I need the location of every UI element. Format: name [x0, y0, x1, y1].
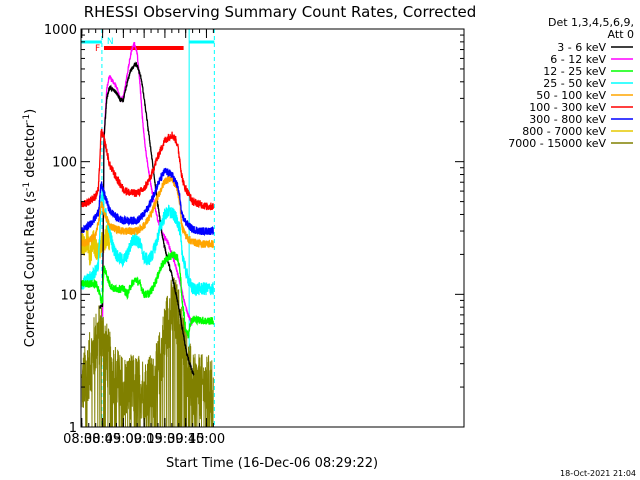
x-tick-label: 09:45: [167, 432, 204, 447]
y-tick-label: 1: [69, 421, 77, 436]
series-line-800-7000-kev: [81, 224, 111, 266]
series-lines: [81, 42, 214, 428]
series-line-12-25-kev: [81, 250, 214, 339]
series-line-6-12-kev: [101, 42, 194, 326]
y-axis-label: Corrected Count Rate (s-1 detector-1): [22, 109, 38, 347]
series-line-300-800-kev: [81, 167, 214, 237]
y-tick-label: 100: [52, 156, 77, 171]
x-tick-label: 08:45: [84, 432, 121, 447]
x-tick-label: 10:00: [188, 432, 225, 447]
y-axis-label-mid: detector: [23, 122, 38, 182]
y-tick-label: 1000: [44, 23, 77, 38]
series-line-3-6-kev: [99, 61, 195, 377]
series-line-7000-15000-kev: [81, 277, 214, 428]
y-tick-label: 10: [60, 288, 77, 303]
attenuator-label: Att 0: [608, 28, 634, 41]
legend-label-6-12-kev: 6 - 12 keV: [550, 53, 606, 66]
y-axis-label-sup2: -1: [22, 114, 32, 123]
legend-label-25-50-kev: 25 - 50 keV: [543, 77, 606, 90]
series-line-25-50-kev: [81, 191, 214, 297]
legend-label-800-7000-kev: 800 - 7000 keV: [522, 125, 606, 138]
series-line-100-300-kev: [81, 128, 214, 211]
bar-label-f: F: [95, 44, 100, 54]
legend-label-7000-15000-kev: 7000 - 15000 keV: [508, 137, 606, 150]
x-tick-label: 09:00: [105, 432, 142, 447]
y-axis-label-main: Corrected Count Rate (s: [23, 191, 38, 348]
series-line-50-100-kev: [81, 174, 214, 249]
bar-label-n: N: [107, 37, 114, 47]
y-axis-label-end: ): [23, 109, 38, 114]
legend-label-50-100-kev: 50 - 100 keV: [536, 89, 606, 102]
x-tick-label: 09:15: [125, 432, 162, 447]
x-tick-label: 09:30: [146, 432, 183, 447]
legend-label-3-6-kev: 3 - 6 keV: [557, 41, 606, 54]
footer-date: 18-Oct-2021 21:04: [560, 469, 636, 478]
x-tick-label: 08:30: [63, 432, 100, 447]
plot-frame: [80, 28, 465, 428]
legend-label-12-25-kev: 12 - 25 keV: [543, 65, 606, 78]
x-axis-label: Start Time (16-Dec-06 08:29:22): [166, 456, 378, 471]
y-axis-label-sup1: -1: [22, 182, 32, 191]
chart-title: RHESSI Observing Summary Count Rates, Co…: [84, 3, 477, 21]
y-axis-ticks: 1 10 100 1000: [44, 23, 464, 436]
legend-label-300-800-kev: 300 - 800 keV: [529, 113, 606, 126]
legend-label-100-300-kev: 100 - 300 keV: [529, 101, 606, 114]
detectors-label: Det 1,3,4,5,6,9,: [548, 16, 634, 29]
